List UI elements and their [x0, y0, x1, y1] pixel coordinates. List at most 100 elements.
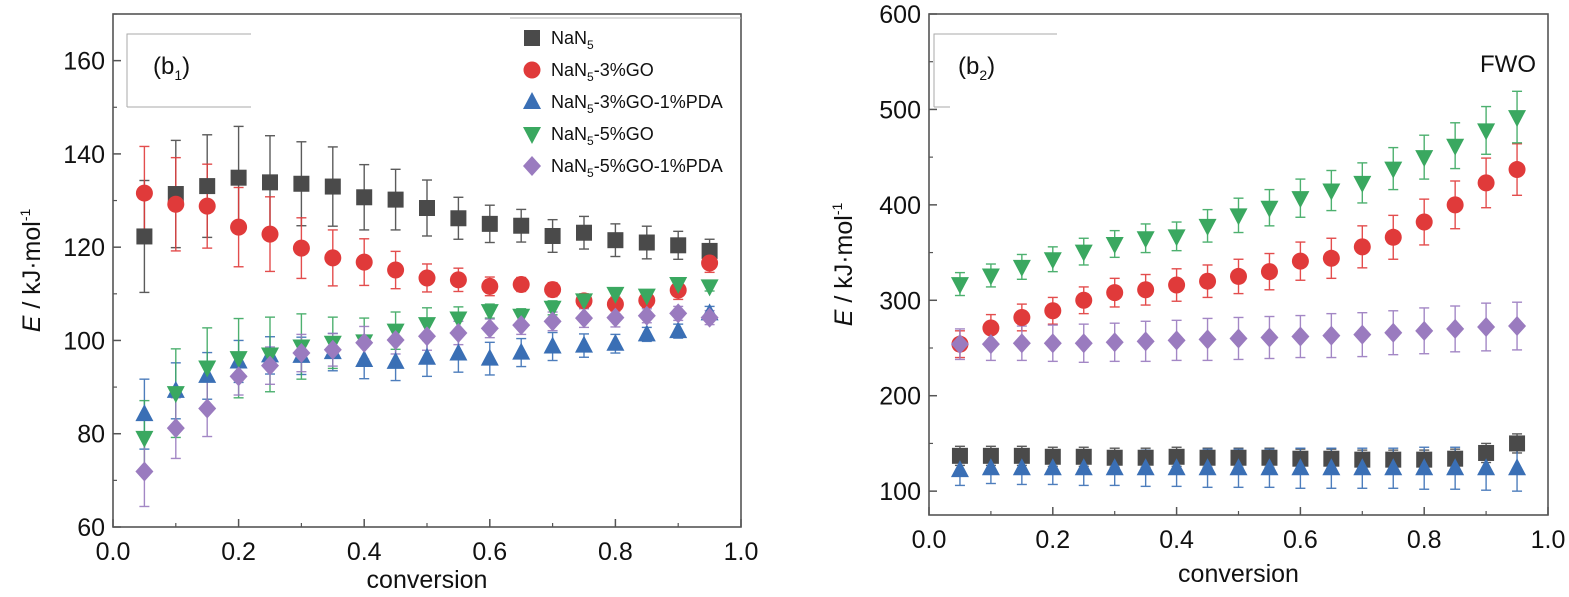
data-point-diamond [418, 326, 436, 347]
data-point-square [951, 447, 968, 464]
data-point-triangle-up [1198, 458, 1217, 476]
data-point-diamond [1508, 316, 1527, 337]
data-point-triangle-up [1353, 458, 1372, 476]
y-tick-label: 120 [63, 234, 105, 262]
x-tick-label: 0.0 [96, 538, 131, 566]
data-point-circle [1075, 291, 1093, 309]
data-point-diamond [135, 461, 154, 482]
x-axis-label: conversion [367, 566, 488, 594]
data-point-triangle-up [669, 321, 688, 339]
data-point-diamond [1384, 322, 1403, 343]
data-point-circle [418, 269, 436, 287]
data-point-diamond [292, 343, 311, 364]
data-point-triangle-down [1074, 244, 1093, 262]
data-point-square [481, 215, 498, 232]
ticks-b2: 0.0 0.2 0.4 0.6 0.8 1.0 100 200 300 400 500 600 [879, 1, 1565, 554]
data-point-diamond [198, 398, 217, 419]
markers-b2 [950, 110, 1527, 478]
data-point-diamond [1105, 332, 1124, 353]
y-tick-label: 140 [63, 141, 105, 169]
data-point-triangle-up [1415, 458, 1434, 476]
data-point-triangle-up [1012, 458, 1031, 476]
data-point-circle [449, 271, 467, 289]
data-point-square [293, 175, 310, 192]
data-point-triangle-up [543, 336, 562, 354]
data-point-diamond [1477, 317, 1496, 338]
data-point-circle [1199, 272, 1217, 290]
legend-label: NaN5-3%GO-1%PDA [551, 92, 723, 116]
data-point-circle [1477, 174, 1495, 192]
data-point-circle [1137, 281, 1155, 299]
y-tick-label: 200 [879, 383, 921, 411]
data-point-diamond [386, 329, 405, 350]
data-point-triangle-down [1477, 123, 1496, 141]
legend-label: NaN5 [551, 28, 594, 52]
data-point-triangle-down [449, 311, 468, 329]
data-point-triangle-down [950, 277, 969, 295]
data-point-square [670, 237, 687, 254]
method-annotation: FWO [1480, 51, 1536, 78]
y-tick-label: 100 [879, 478, 921, 506]
data-point-triangle-down [1043, 252, 1062, 270]
data-point-diamond [543, 311, 562, 332]
data-point-diamond [1012, 333, 1031, 354]
y-axis-label: E / kJ·mol-1 [17, 208, 46, 332]
data-point-square [1509, 435, 1526, 452]
data-point-square [513, 217, 530, 234]
panel-label-box-b2 [933, 33, 1057, 108]
data-point-diamond [512, 315, 531, 336]
data-point-square [324, 178, 341, 195]
legend-marker-square [524, 30, 540, 46]
data-point-square [1478, 444, 1495, 461]
data-point-circle [292, 239, 310, 257]
data-point-triangle-up [637, 324, 656, 342]
data-point-triangle-down [418, 317, 436, 335]
data-point-square [982, 447, 999, 464]
data-point-diamond [1353, 324, 1372, 345]
data-point-circle [1322, 249, 1340, 267]
data-point-triangle-up [418, 347, 436, 365]
data-point-diamond [1198, 329, 1217, 350]
data-point-diamond [1291, 326, 1310, 347]
data-point-diamond [637, 305, 656, 326]
data-point-circle [198, 197, 216, 215]
data-point-circle [606, 295, 624, 313]
data-point-circle [1384, 228, 1402, 246]
legend-label: NaN5-3%GO [551, 60, 654, 84]
data-point-triangle-down [1508, 110, 1527, 128]
data-point-square [230, 169, 247, 186]
data-point-triangle-down [1012, 259, 1031, 277]
data-point-circle [230, 218, 248, 236]
data-point-triangle-down [135, 430, 154, 448]
data-point-triangle-down [1446, 138, 1465, 156]
data-point-square [262, 174, 278, 191]
data-point-diamond [480, 318, 499, 339]
data-point-diamond [1415, 320, 1434, 341]
legend-marker-diamond [523, 156, 541, 176]
y-tick-label: 500 [879, 96, 921, 124]
data-point-triangle-up [1291, 458, 1310, 476]
data-point-triangle-up [950, 460, 969, 478]
data-point-square [1137, 449, 1154, 466]
data-point-square [544, 227, 561, 244]
data-point-circle [355, 253, 373, 271]
data-point-triangle-down [480, 304, 499, 322]
data-point-square [419, 200, 435, 217]
x-tick-label: 1.0 [1531, 526, 1566, 554]
data-point-circle [1044, 302, 1062, 320]
data-point-triangle-up [1043, 458, 1062, 476]
data-point-square [701, 242, 718, 259]
data-point-triangle-down [1322, 183, 1341, 201]
x-tick-label: 0.8 [598, 538, 633, 566]
data-point-circle [1508, 161, 1526, 179]
data-point-circle [1446, 196, 1464, 214]
y-tick-label: 80 [77, 421, 105, 449]
x-tick-label: 0.4 [347, 538, 382, 566]
data-point-triangle-up [135, 404, 154, 422]
legend-marker-circle [523, 61, 541, 79]
y-tick-label: 100 [63, 327, 105, 355]
data-point-triangle-up [512, 342, 531, 360]
data-point-triangle-up [480, 348, 499, 366]
data-point-circle [481, 277, 499, 295]
